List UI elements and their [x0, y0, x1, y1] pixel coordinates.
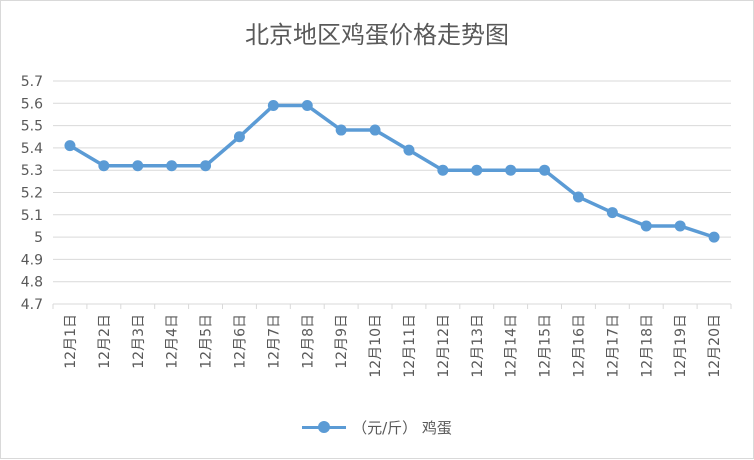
- legend-marker: [302, 419, 347, 435]
- data-point: [166, 160, 178, 172]
- data-point: [572, 191, 584, 203]
- x-tick-label: 12月20日: [707, 314, 723, 378]
- chart-title: 北京地区鸡蛋价格走势图: [245, 21, 509, 49]
- y-tick-label: 5.6: [21, 96, 43, 112]
- data-point: [335, 124, 347, 136]
- data-point: [505, 164, 517, 176]
- data-point: [132, 160, 144, 172]
- x-tick-label: 12月5日: [199, 314, 215, 369]
- data-point: [369, 124, 381, 136]
- series-line: [68, 103, 716, 239]
- y-tick-label: 4.9: [21, 252, 43, 268]
- x-tick-label: 12月11日: [402, 314, 418, 378]
- legend-label: （元/斤） 鸡蛋: [352, 418, 452, 437]
- x-tick-label: 12月4日: [165, 314, 181, 369]
- data-point: [437, 164, 449, 176]
- x-tick-label: 12月2日: [97, 314, 113, 369]
- data-point: [301, 100, 313, 112]
- data-point: [471, 164, 483, 176]
- x-tick-label: 12月12日: [436, 314, 452, 378]
- x-tick-label: 12月9日: [334, 314, 350, 369]
- x-tick-label: 12月16日: [571, 314, 587, 378]
- data-point: [233, 131, 245, 143]
- x-tick-label: 12月19日: [673, 314, 689, 378]
- data-point: [267, 100, 279, 112]
- x-tick-label: 12月14日: [504, 314, 520, 378]
- y-tick-label: 5.5: [21, 119, 43, 135]
- x-tick-label: 12月6日: [232, 314, 248, 369]
- x-tick-label: 12月7日: [266, 314, 282, 369]
- data-point: [674, 220, 686, 232]
- y-tick-label: 5.3: [21, 163, 43, 179]
- data-point: [640, 220, 652, 232]
- x-tick-label: 12月1日: [63, 314, 79, 369]
- x-tick-label: 12月10日: [368, 314, 384, 378]
- data-point: [403, 144, 415, 156]
- y-tick-label: 5.4: [21, 141, 43, 157]
- data-point: [200, 160, 212, 172]
- data-point: [98, 160, 110, 172]
- data-point: [606, 207, 618, 219]
- chart-legend: （元/斤） 鸡蛋: [1, 415, 753, 439]
- y-tick-label: 5: [34, 230, 43, 246]
- data-point: [64, 140, 76, 152]
- x-tick-label: 12月15日: [538, 314, 554, 378]
- y-tick-label: 4.8: [21, 275, 43, 291]
- data-point: [539, 164, 551, 176]
- y-tick-label: 5.1: [21, 208, 43, 224]
- y-tick-label: 4.7: [21, 297, 43, 313]
- x-tick-label: 12月18日: [639, 314, 655, 378]
- x-tick-label: 12月8日: [300, 314, 316, 369]
- x-tick-label: 12月13日: [470, 314, 486, 378]
- x-tick-label: 12月17日: [605, 314, 621, 378]
- y-tick-label: 5.7: [21, 74, 43, 90]
- x-tick-label: 12月3日: [131, 314, 147, 369]
- data-point: [708, 231, 720, 243]
- y-tick-label: 5.2: [21, 186, 43, 202]
